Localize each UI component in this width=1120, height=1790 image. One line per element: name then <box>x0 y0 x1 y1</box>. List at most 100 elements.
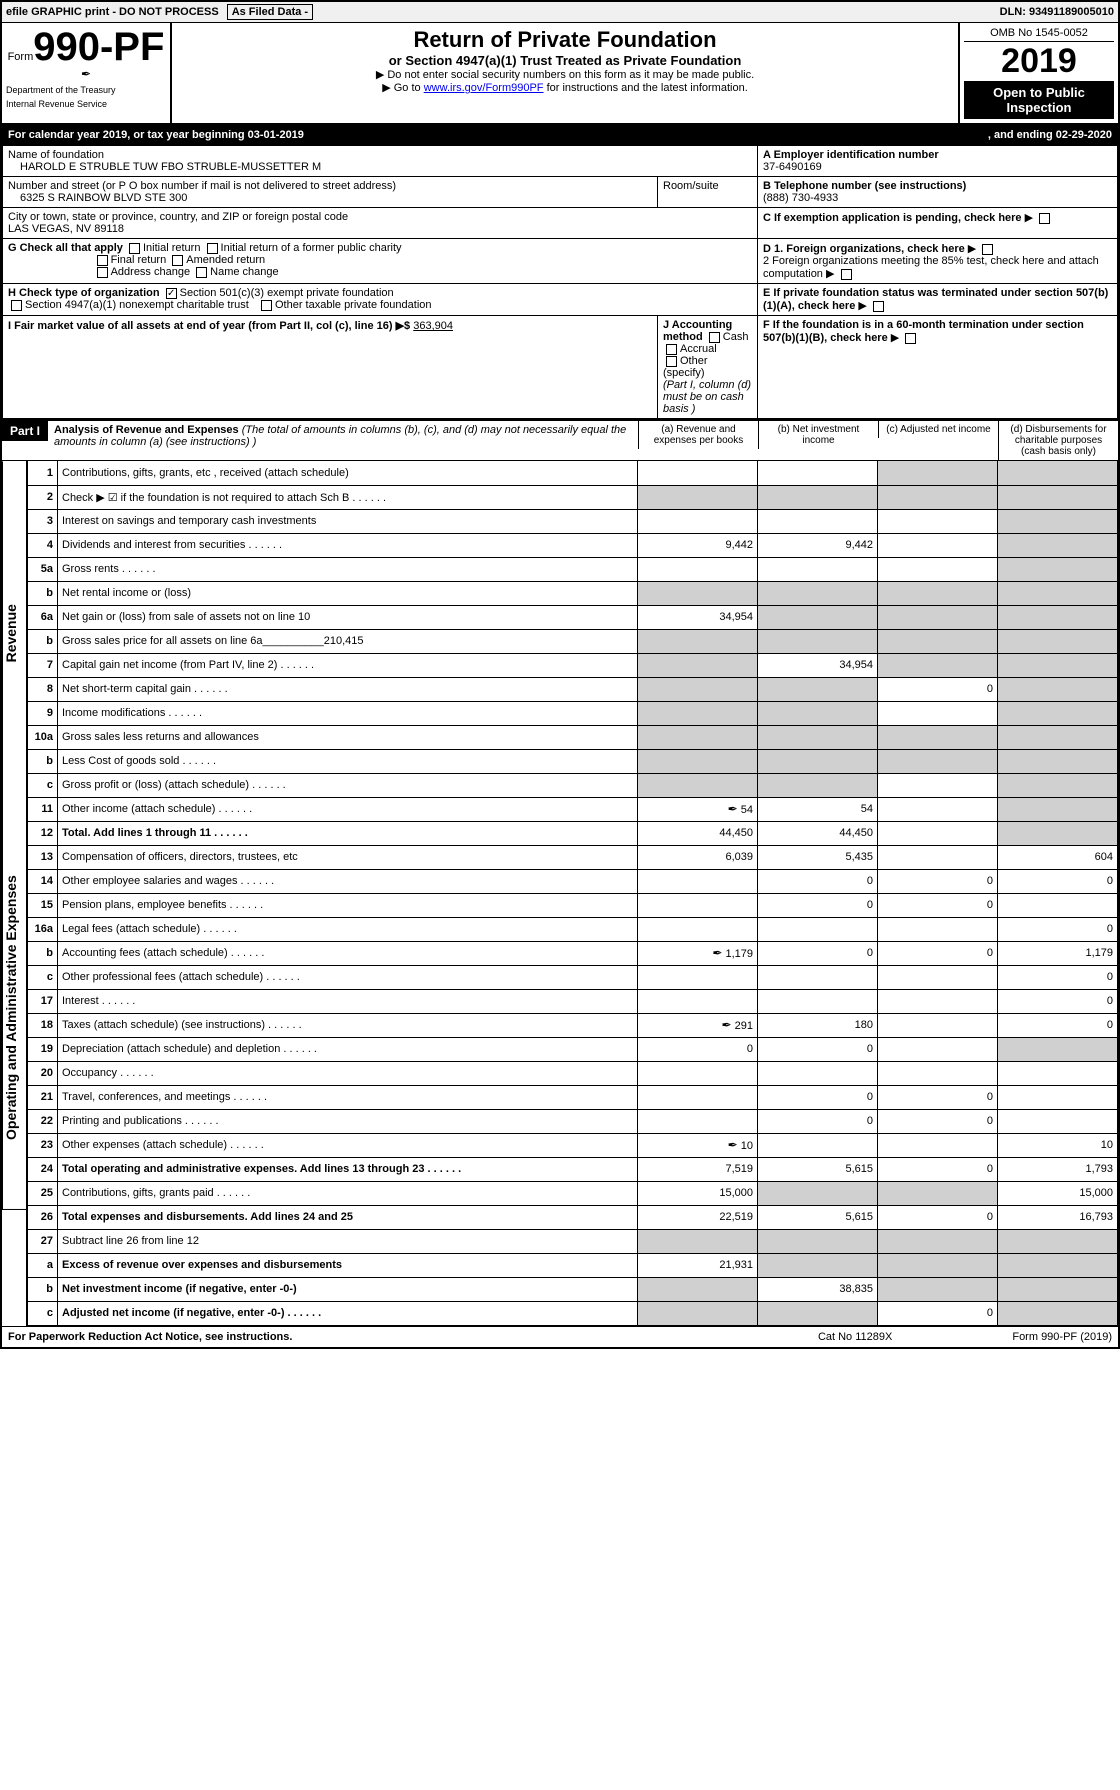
exemption-pending-cell: C If exemption application is pending, c… <box>758 208 1118 239</box>
row-val: 9,442 <box>638 533 758 557</box>
row-num: b <box>28 629 58 653</box>
top-bar: efile GRAPHIC print - DO NOT PROCESS As … <box>2 2 1118 23</box>
initial-former-checkbox[interactable] <box>207 243 218 254</box>
row-val <box>998 461 1118 485</box>
row-desc: Interest on savings and temporary cash i… <box>58 509 638 533</box>
row-val <box>878 989 998 1013</box>
row-num: b <box>28 581 58 605</box>
phone-cell: B Telephone number (see instructions) (8… <box>758 177 1118 208</box>
other-acct-checkbox[interactable] <box>666 356 677 367</box>
header-left: Form990-PF ✒ Department of the Treasury … <box>2 23 172 123</box>
row-val <box>998 605 1118 629</box>
row-val <box>998 485 1118 509</box>
table-row: 13Compensation of officers, directors, t… <box>28 845 1118 869</box>
row-val <box>998 1277 1118 1301</box>
row-val <box>878 965 998 989</box>
row-desc: Net rental income or (loss) <box>58 581 638 605</box>
row-val <box>758 1061 878 1085</box>
attachment-icon: ✒ <box>728 802 738 816</box>
row-desc: Legal fees (attach schedule) . . . . . . <box>58 917 638 941</box>
row-desc: Gross rents . . . . . . <box>58 557 638 581</box>
row-val <box>758 557 878 581</box>
table-row: 22Printing and publications . . . . . .0… <box>28 1109 1118 1133</box>
row-val <box>998 821 1118 845</box>
row-val <box>998 509 1118 533</box>
row-desc: Adjusted net income (if negative, enter … <box>58 1301 638 1325</box>
irs-link[interactable]: www.irs.gov/Form990PF <box>424 82 544 94</box>
omb-number: OMB No 1545-0052 <box>964 27 1114 42</box>
row-num: b <box>28 749 58 773</box>
4947-checkbox[interactable] <box>11 300 22 311</box>
row-num: 3 <box>28 509 58 533</box>
row-val: 0 <box>878 1157 998 1181</box>
table-row: 23Other expenses (attach schedule) . . .… <box>28 1133 1118 1157</box>
row-val: 6,039 <box>638 845 758 869</box>
col-a-hdr: (a) Revenue and expenses per books <box>638 421 758 449</box>
row-val <box>878 461 998 485</box>
main-table-wrap: Revenue Operating and Administrative Exp… <box>2 461 1118 1326</box>
row-num: 8 <box>28 677 58 701</box>
terminated-checkbox[interactable] <box>873 301 884 312</box>
row-num: 23 <box>28 1133 58 1157</box>
initial-return-checkbox[interactable] <box>129 243 140 254</box>
row-val <box>878 1181 998 1205</box>
amended-return-checkbox[interactable] <box>172 255 183 266</box>
foundation-name-cell: Name of foundation HAROLD E STRUBLE TUW … <box>3 146 758 177</box>
row-val <box>878 701 998 725</box>
address-change-checkbox[interactable] <box>97 267 108 278</box>
row-val <box>638 509 758 533</box>
row-val <box>998 1085 1118 1109</box>
table-row: 25Contributions, gifts, grants paid . . … <box>28 1181 1118 1205</box>
final-return-checkbox[interactable] <box>97 255 108 266</box>
row-val <box>758 629 878 653</box>
row-num: 17 <box>28 989 58 1013</box>
row-val <box>998 773 1118 797</box>
exemption-checkbox[interactable] <box>1039 213 1050 224</box>
foreign-85-checkbox[interactable] <box>841 269 852 280</box>
row-val: 0 <box>758 941 878 965</box>
row-desc: Net investment income (if negative, ente… <box>58 1277 638 1301</box>
row-num: 5a <box>28 557 58 581</box>
form-note-1: ▶ Do not enter social security numbers o… <box>176 68 954 81</box>
other-taxable-checkbox[interactable] <box>261 300 272 311</box>
row-desc: Compensation of officers, directors, tru… <box>58 845 638 869</box>
row-val: 0 <box>878 893 998 917</box>
row-val: 0 <box>878 869 998 893</box>
table-row: 1Contributions, gifts, grants, etc , rec… <box>28 461 1118 485</box>
fmv-cell: I Fair market value of all assets at end… <box>3 316 658 419</box>
row-num: 2 <box>28 485 58 509</box>
row-num: 25 <box>28 1181 58 1205</box>
cash-checkbox[interactable] <box>709 332 720 343</box>
row-val <box>998 1109 1118 1133</box>
foreign-checkbox[interactable] <box>982 244 993 255</box>
row-desc: Other professional fees (attach schedule… <box>58 965 638 989</box>
501c3-checkbox[interactable] <box>166 288 177 299</box>
name-change-checkbox[interactable] <box>196 267 207 278</box>
row-val: 16,793 <box>998 1205 1118 1229</box>
row-num: c <box>28 965 58 989</box>
accrual-checkbox[interactable] <box>666 344 677 355</box>
row-val <box>998 1301 1118 1325</box>
row-desc: Contributions, gifts, grants paid . . . … <box>58 1181 638 1205</box>
address-cell: Number and street (or P O box number if … <box>3 177 658 208</box>
row-val: 9,442 <box>758 533 878 557</box>
row-num: b <box>28 1277 58 1301</box>
city-cell: City or town, state or province, country… <box>3 208 758 239</box>
60month-checkbox[interactable] <box>905 333 916 344</box>
table-row: bNet rental income or (loss) <box>28 581 1118 605</box>
row-num: 10a <box>28 725 58 749</box>
row-val: 0 <box>758 869 878 893</box>
row-desc: Other employee salaries and wages . . . … <box>58 869 638 893</box>
row-val: 1,793 <box>998 1157 1118 1181</box>
row-num: 27 <box>28 1229 58 1253</box>
row-val: 15,000 <box>638 1181 758 1205</box>
row-val <box>998 677 1118 701</box>
table-row: aExcess of revenue over expenses and dis… <box>28 1253 1118 1277</box>
row-val: 0 <box>758 1085 878 1109</box>
row-num: 26 <box>28 1205 58 1229</box>
col-d-hdr: (d) Disbursements for charitable purpose… <box>998 421 1118 460</box>
row-val <box>758 581 878 605</box>
row-desc: Gross sales price for all assets on line… <box>58 629 638 653</box>
row-num: 12 <box>28 821 58 845</box>
row-val <box>878 773 998 797</box>
